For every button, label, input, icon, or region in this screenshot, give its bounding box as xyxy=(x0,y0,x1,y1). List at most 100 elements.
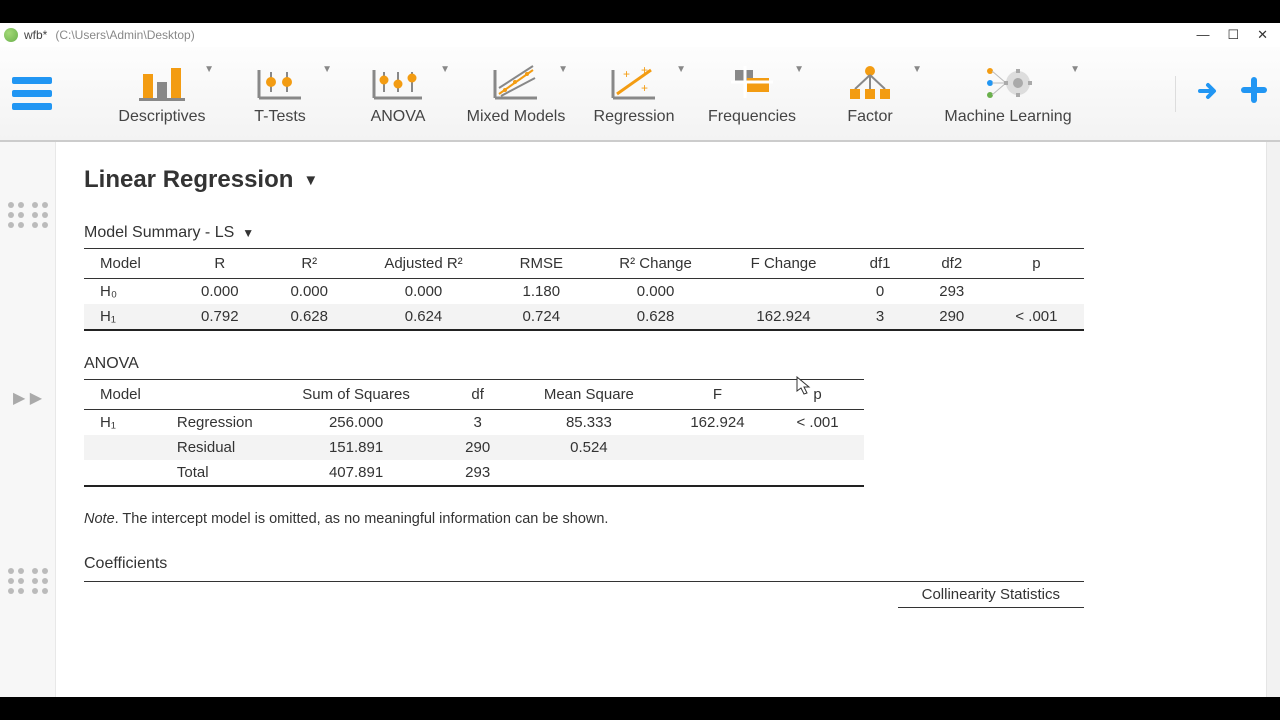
anova-table: Model Sum of Squares df Mean Square F p … xyxy=(84,379,864,487)
svg-text:+: + xyxy=(623,67,630,81)
cell: 293 xyxy=(441,460,514,486)
cell xyxy=(84,435,159,460)
col-header: Mean Square xyxy=(514,380,664,410)
caret-down-icon: ▼ xyxy=(242,226,254,240)
dropdown-icon: ▼ xyxy=(440,64,450,75)
drag-handle-icon[interactable] xyxy=(8,202,24,228)
cell xyxy=(84,460,159,486)
cell: H₁ xyxy=(84,304,175,330)
footnote-label: Note xyxy=(84,511,115,527)
col-header xyxy=(159,380,271,410)
toolbar-label: ANOVA xyxy=(371,108,426,126)
cell: 151.891 xyxy=(271,435,442,460)
toolbar-label: Descriptives xyxy=(118,108,205,126)
ml-icon xyxy=(982,62,1034,104)
file-path: (C:\Users\Admin\Desktop) xyxy=(55,28,194,42)
dropdown-icon: ▼ xyxy=(558,64,568,75)
forward-button[interactable] xyxy=(1196,77,1220,111)
toolbar-label: Frequencies xyxy=(708,108,796,126)
cell: 3 xyxy=(846,304,915,330)
factor-icon xyxy=(844,62,896,104)
section-title-text: ANOVA xyxy=(84,355,139,373)
table-row: H₁ Regression 256.000 3 85.333 162.924 <… xyxy=(84,410,864,436)
toolbar-mixed-models[interactable]: ▼ Mixed Models xyxy=(466,62,566,126)
col-header: R xyxy=(175,249,264,279)
anova-title[interactable]: ANOVA xyxy=(84,355,864,373)
scrollbar[interactable] xyxy=(1266,142,1280,697)
cell: 0.792 xyxy=(175,304,264,330)
cell: 0.628 xyxy=(265,304,354,330)
collinearity-header: Collinearity Statistics xyxy=(898,582,1084,608)
dropdown-icon: ▼ xyxy=(794,64,804,75)
cell: 0.000 xyxy=(354,279,493,305)
col-header: RMSE xyxy=(493,249,590,279)
mixed-models-icon xyxy=(490,62,542,104)
close-button[interactable]: ✕ xyxy=(1257,27,1268,43)
ttests-icon xyxy=(254,62,306,104)
descriptives-icon xyxy=(136,62,188,104)
cell: 162.924 xyxy=(664,410,771,436)
coefficients-title[interactable]: Coefficients xyxy=(84,555,1196,573)
cell: < .001 xyxy=(771,410,864,436)
main-toolbar: ▼ Descriptives ▼ T-Tests ▼ ANOVA xyxy=(0,47,1280,142)
cell: 0.000 xyxy=(590,279,722,305)
caret-down-icon: ▼ xyxy=(303,172,318,189)
add-button[interactable] xyxy=(1240,76,1268,112)
menu-button[interactable] xyxy=(12,77,52,110)
maximize-button[interactable]: ☐ xyxy=(1227,27,1239,43)
table-row: H₀ 0.000 0.000 0.000 1.180 0.000 0 293 xyxy=(84,279,1084,305)
model-summary-table: Model R R² Adjusted R² RMSE R² Change F … xyxy=(84,248,1084,331)
toolbar-ttests[interactable]: ▼ T-Tests xyxy=(230,62,330,126)
footnote-text: . The intercept model is omitted, as no … xyxy=(115,511,609,527)
app-icon xyxy=(4,28,18,42)
col-header: F xyxy=(664,380,771,410)
svg-text:+: + xyxy=(641,81,648,95)
table-row: Residual 151.891 290 0.524 xyxy=(84,435,864,460)
cell: 0.000 xyxy=(175,279,264,305)
cell: 290 xyxy=(441,435,514,460)
toolbar-label: T-Tests xyxy=(254,108,306,126)
coefficients-table: Collinearity Statistics xyxy=(84,581,1084,608)
toolbar-label: Mixed Models xyxy=(467,108,566,126)
cell: 1.180 xyxy=(493,279,590,305)
drag-handle-icon[interactable] xyxy=(8,568,24,594)
cell: 3 xyxy=(441,410,514,436)
toolbar-frequencies[interactable]: ▼ Frequencies xyxy=(702,62,802,126)
col-header: Model xyxy=(84,380,159,410)
results-panel: Linear Regression ▼ Model Summary - LS ▼… xyxy=(56,142,1266,697)
file-name: wfb* xyxy=(24,28,47,42)
cell: 407.891 xyxy=(271,460,442,486)
toolbar-anova[interactable]: ▼ ANOVA xyxy=(348,62,448,126)
toolbar-machine-learning[interactable]: ▼ Machine Learning xyxy=(938,62,1078,126)
cell: Total xyxy=(159,460,271,486)
page-title-text: Linear Regression xyxy=(84,166,293,194)
cell: 0.524 xyxy=(514,435,664,460)
drag-handle-icon[interactable] xyxy=(32,202,48,228)
page-title[interactable]: Linear Regression ▼ xyxy=(84,166,1196,194)
dropdown-icon: ▼ xyxy=(912,64,922,75)
col-header: F Change xyxy=(722,249,846,279)
drag-handle-icon[interactable] xyxy=(32,568,48,594)
col-header: p xyxy=(771,380,864,410)
frequencies-icon xyxy=(726,62,778,104)
cell: 0.628 xyxy=(590,304,722,330)
toolbar-factor[interactable]: ▼ Factor xyxy=(820,62,920,126)
cell: 162.924 xyxy=(722,304,846,330)
cell xyxy=(771,435,864,460)
toolbar-regression[interactable]: ▼ +++ Regression xyxy=(584,62,684,126)
cell: Residual xyxy=(159,435,271,460)
col-header: df2 xyxy=(915,249,989,279)
toolbar-descriptives[interactable]: ▼ Descriptives xyxy=(112,62,212,126)
cell xyxy=(989,279,1084,305)
svg-text:+: + xyxy=(641,64,648,77)
minimize-button[interactable]: — xyxy=(1196,27,1209,43)
expand-arrows[interactable]: ▶ ▶ xyxy=(13,388,42,408)
col-header: Adjusted R² xyxy=(354,249,493,279)
cell: 0.724 xyxy=(493,304,590,330)
dropdown-icon: ▼ xyxy=(1070,64,1080,75)
section-title-text: Model Summary - LS xyxy=(84,224,234,242)
dropdown-icon: ▼ xyxy=(204,64,214,75)
model-summary-title[interactable]: Model Summary - LS ▼ xyxy=(84,224,1196,242)
cell xyxy=(771,460,864,486)
table-row: H₁ 0.792 0.628 0.624 0.724 0.628 162.924… xyxy=(84,304,1084,330)
